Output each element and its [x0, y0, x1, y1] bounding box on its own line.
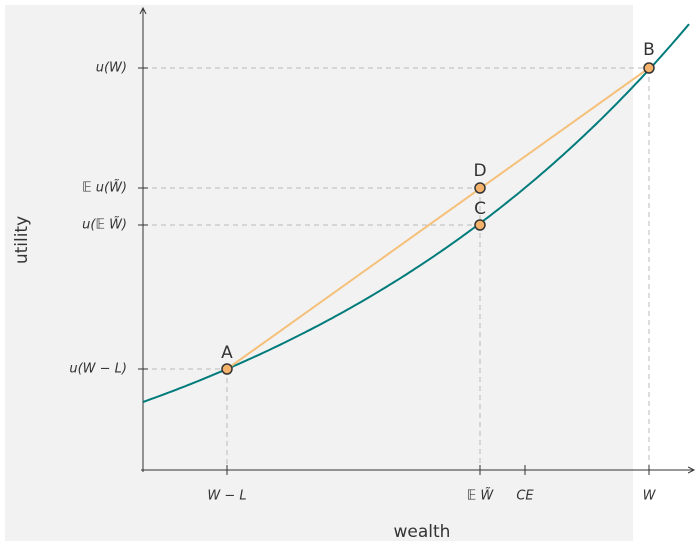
y-tick-label: u(W − L) [69, 362, 127, 377]
x-tick-label: W [643, 489, 657, 504]
point-label: C [474, 199, 486, 219]
point-label: D [473, 161, 486, 181]
points [221, 62, 655, 375]
x-axis-label: wealth [394, 522, 451, 542]
y-axis-label: utility [12, 216, 32, 264]
x-tick-label: W − L [207, 489, 246, 504]
utility-curve [142, 23, 690, 403]
background [5, 5, 633, 541]
y-tick-label: u(𝔼 W̃) [82, 217, 127, 232]
chord [226, 67, 650, 370]
y-tick-label: u(W) [96, 61, 127, 76]
x-tick-label: 𝔼 W̃ [467, 488, 495, 503]
x-tick-label: CE [516, 489, 534, 504]
point-label: B [643, 40, 655, 60]
point-label: A [221, 343, 233, 363]
tick-marks [138, 67, 650, 475]
y-tick-label: 𝔼 u(W̃) [82, 180, 127, 195]
